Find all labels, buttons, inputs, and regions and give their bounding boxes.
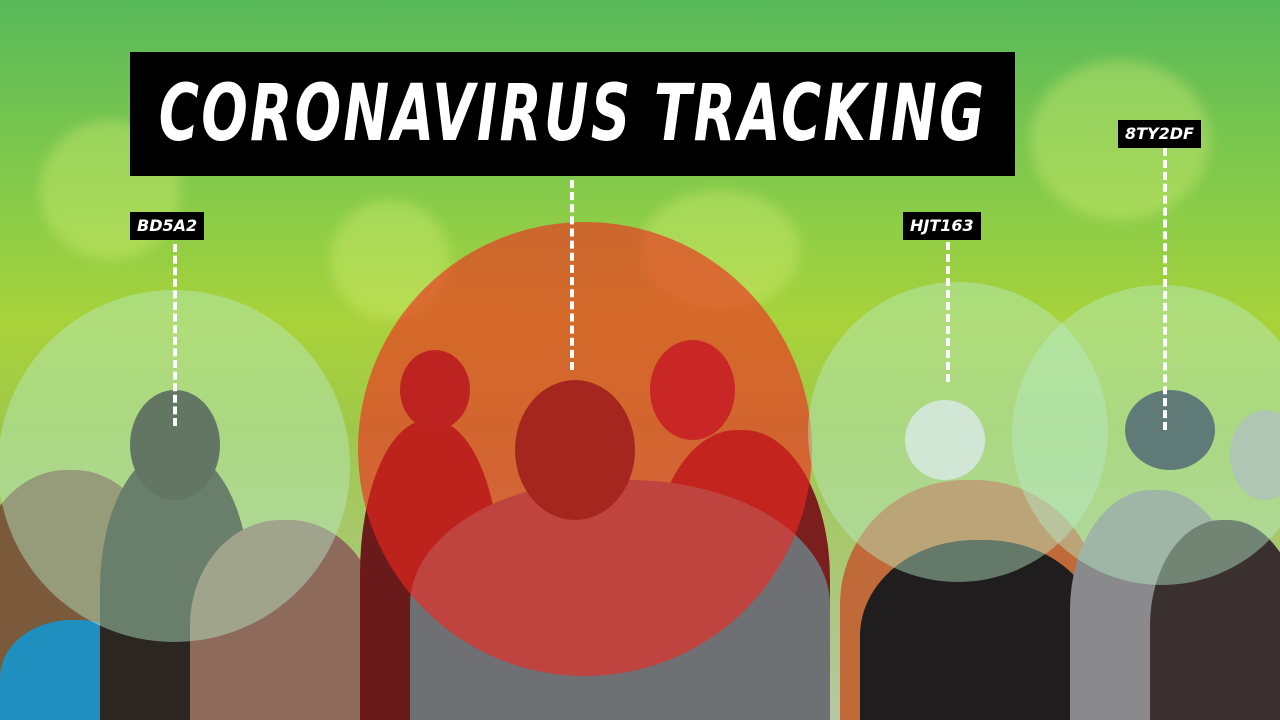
head [1230,410,1280,500]
infected-zone-circle [358,222,812,676]
person [190,520,380,720]
person-id-tag: 8TY2DF [1118,120,1201,148]
tracking-line [1163,148,1167,430]
title-banner: CORONAVIRUS TRACKING [130,52,1015,176]
tracking-line [946,242,950,382]
head [1125,390,1215,470]
tracking-line [173,244,177,426]
title: CORONAVIRUS TRACKING [158,69,987,159]
person [1150,520,1280,720]
head [905,400,985,480]
person [860,540,1100,720]
safe-zone-circle [1012,285,1280,585]
person-id-tag: BD5A2 [130,212,205,240]
safe-zone-circle [808,282,1108,582]
tracking-line [570,180,574,370]
person-id-tag: HJT163 [903,212,981,240]
